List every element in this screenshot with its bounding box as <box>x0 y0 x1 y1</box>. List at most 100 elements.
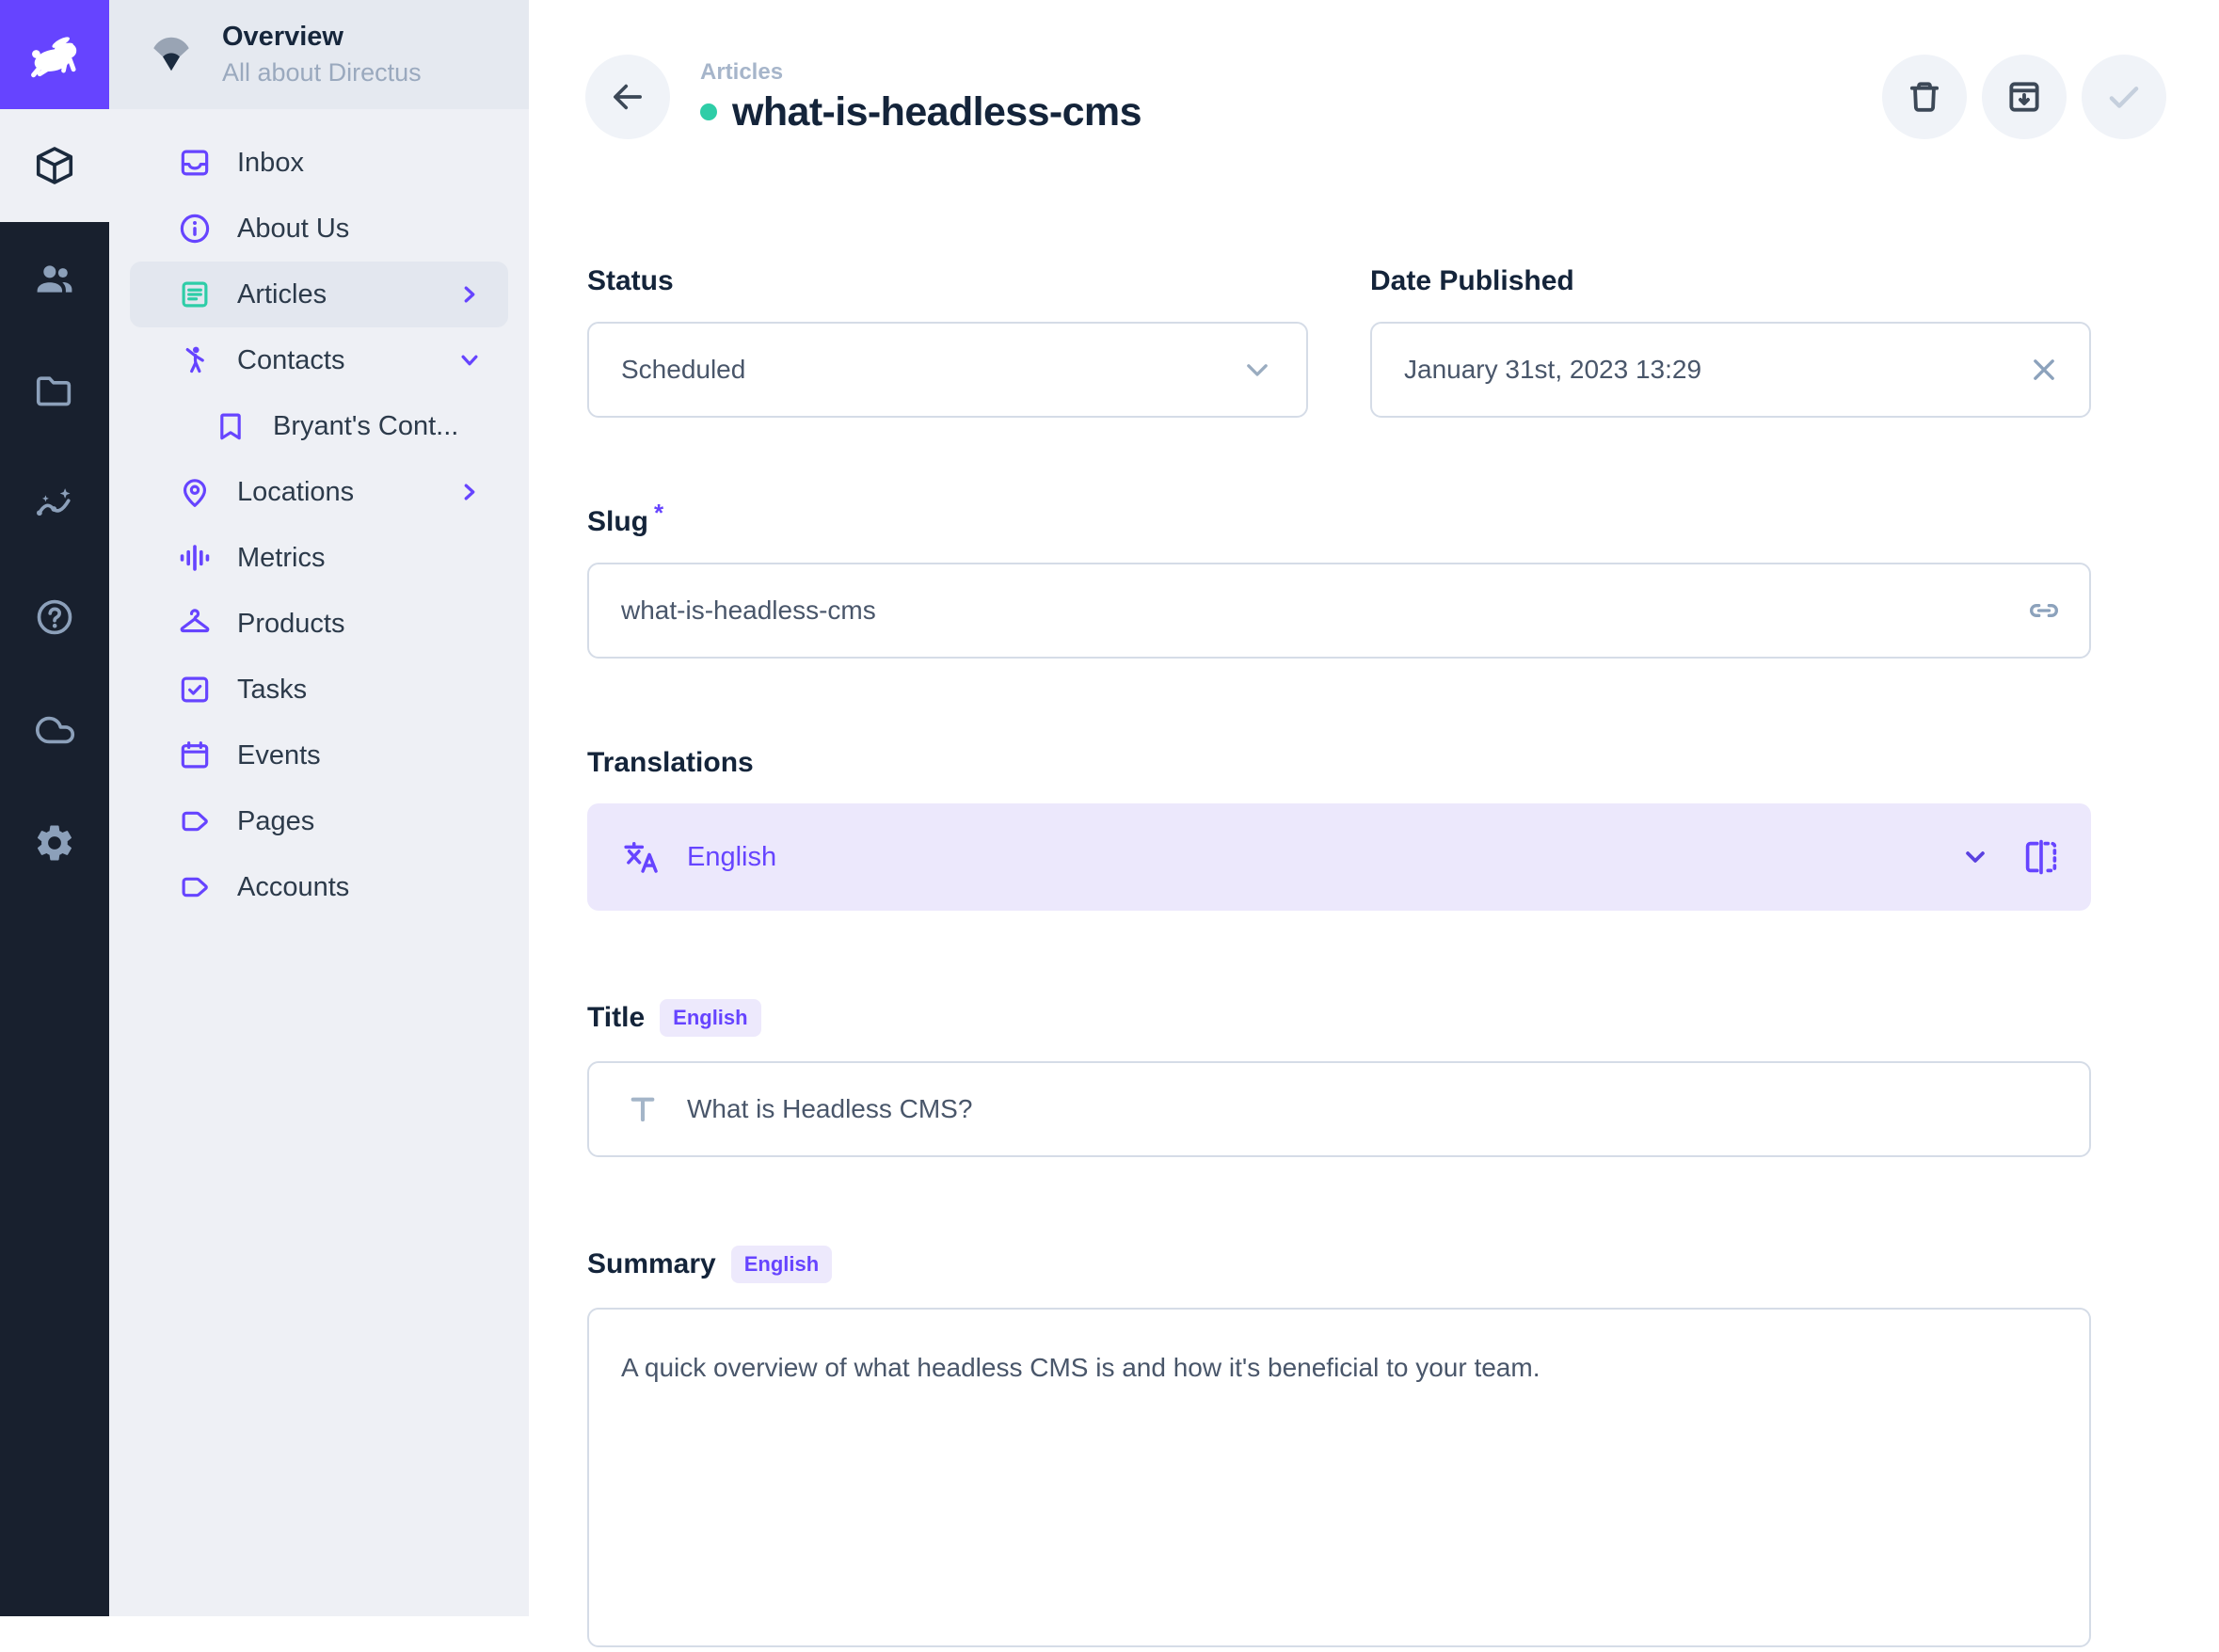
chevron-right-icon <box>464 484 475 500</box>
sidebar-item-inbox[interactable]: Inbox <box>130 130 508 196</box>
calendar-icon <box>181 741 209 769</box>
link-icon[interactable] <box>2025 592 2063 629</box>
folder-icon <box>36 376 72 406</box>
sidebar-item-events[interactable]: Events <box>130 723 508 788</box>
translations-label: Translations <box>587 747 754 778</box>
sidebar-item-label: About Us <box>237 213 350 244</box>
nav-sidebar: Overview All about Directus Inbox About … <box>109 0 529 1616</box>
project-fan-icon <box>153 37 189 71</box>
language-badge: English <box>730 1246 833 1283</box>
title-input[interactable] <box>587 1061 2091 1157</box>
gear-icon <box>37 825 72 861</box>
language-badge: English <box>660 999 761 1037</box>
project-title: Overview <box>222 22 343 53</box>
sidebar-item-label: Bryant's Cont... <box>273 410 459 441</box>
split-view-icon[interactable] <box>2019 835 2063 879</box>
translations-field-group: Translations English <box>587 747 2091 911</box>
project-subtitle: All about Directus <box>222 58 422 87</box>
status-select[interactable] <box>587 322 1308 418</box>
hanger-icon <box>180 609 210 633</box>
sidebar-item-label: Inbox <box>237 147 304 178</box>
module-settings[interactable] <box>0 786 109 899</box>
sidebar-item-label: Locations <box>237 476 355 507</box>
required-asterisk: * <box>654 498 664 527</box>
sidebar-item-label: Tasks <box>237 674 308 705</box>
sidebar-item-label: Pages <box>237 805 315 836</box>
item-form: Status Date Published <box>529 265 2219 1652</box>
module-insights[interactable] <box>0 448 109 561</box>
tag-icon <box>182 811 208 832</box>
inbox-icon <box>181 150 209 176</box>
page-header: Articles what-is-headless-cms <box>529 0 2219 139</box>
slug-input[interactable] <box>587 563 2091 659</box>
clear-icon[interactable] <box>2025 351 2063 389</box>
date-published-input[interactable] <box>1370 322 2091 418</box>
archive-icon <box>2009 82 2039 112</box>
sidebar-item-products[interactable]: Products <box>130 591 508 657</box>
arrow-left-icon <box>614 84 642 110</box>
person-waving-icon <box>185 346 204 373</box>
text-title-icon <box>625 1091 661 1127</box>
status-label: Status <box>587 265 674 296</box>
people-icon <box>37 265 72 293</box>
sidebar-item-articles[interactable]: Articles <box>130 262 508 327</box>
save-button[interactable] <box>2082 55 2166 139</box>
module-files[interactable] <box>0 335 109 448</box>
insights-icon <box>37 488 71 516</box>
translations-language-row[interactable]: English <box>587 803 2091 911</box>
trash-icon <box>1909 82 1940 112</box>
rabbit-logo-icon <box>31 37 77 78</box>
cloud-icon <box>36 716 75 744</box>
date-published-label: Date Published <box>1370 265 1574 296</box>
task-check-icon <box>181 676 209 703</box>
map-pin-icon <box>183 479 207 507</box>
header-actions <box>1882 55 2166 139</box>
box-icon <box>36 147 73 184</box>
help-icon <box>37 599 72 635</box>
module-cloud[interactable] <box>0 674 109 786</box>
sidebar-item-label: Contacts <box>237 344 345 375</box>
translate-icon <box>624 841 658 873</box>
bookmark-icon <box>220 413 241 440</box>
sidebar-item-label: Products <box>237 608 345 639</box>
nav-list: Inbox About Us Articles <box>109 109 529 920</box>
sidebar-item-label: Accounts <box>237 871 350 902</box>
app-logo-button[interactable] <box>0 0 109 109</box>
chevron-right-icon <box>464 286 475 303</box>
status-field-group: Status <box>587 265 1308 418</box>
sidebar-item-accounts[interactable]: Accounts <box>130 854 508 920</box>
summary-field-group: Summary English A quick overview of what… <box>587 1246 2091 1652</box>
sidebar-item-tasks[interactable]: Tasks <box>130 657 508 723</box>
sidebar-item-label: Metrics <box>237 542 326 573</box>
module-help[interactable] <box>0 561 109 674</box>
info-icon <box>180 214 210 244</box>
slug-field-group: Slug * <box>587 498 2091 659</box>
summary-label: Summary English <box>587 1246 2091 1283</box>
slug-label: Slug * <box>587 498 664 538</box>
project-switcher[interactable]: Overview All about Directus <box>109 0 529 109</box>
chevron-down-icon[interactable] <box>1957 839 1993 875</box>
sidebar-item-locations[interactable]: Locations <box>130 459 508 525</box>
translation-language: English <box>687 841 777 872</box>
sidebar-item-label: Articles <box>237 278 327 310</box>
module-users[interactable] <box>0 222 109 335</box>
chevron-down-icon <box>461 355 478 366</box>
module-bar <box>0 0 109 1616</box>
main-content: Articles what-is-headless-cms <box>529 0 2219 1647</box>
title-field-group: Title English <box>587 999 2091 1157</box>
delete-button[interactable] <box>1882 55 1967 139</box>
back-button[interactable] <box>585 55 670 139</box>
sidebar-item-metrics[interactable]: Metrics <box>130 525 508 591</box>
sidebar-item-contacts[interactable]: Contacts <box>130 327 508 393</box>
archive-button[interactable] <box>1982 55 2067 139</box>
module-content[interactable] <box>0 109 109 222</box>
chevron-down-icon[interactable] <box>1238 351 1276 389</box>
title-label: Title English <box>587 999 2091 1037</box>
item-status-dot <box>700 103 717 120</box>
summary-textarea[interactable]: A quick overview of what headless CMS is… <box>587 1308 2091 1647</box>
sidebar-item-bryants-contacts[interactable]: Bryant's Cont... <box>130 393 508 459</box>
breadcrumb[interactable]: Articles <box>700 58 784 85</box>
sidebar-item-about-us[interactable]: About Us <box>130 196 508 262</box>
date-published-field-group: Date Published <box>1370 265 2091 418</box>
sidebar-item-pages[interactable]: Pages <box>130 788 508 854</box>
